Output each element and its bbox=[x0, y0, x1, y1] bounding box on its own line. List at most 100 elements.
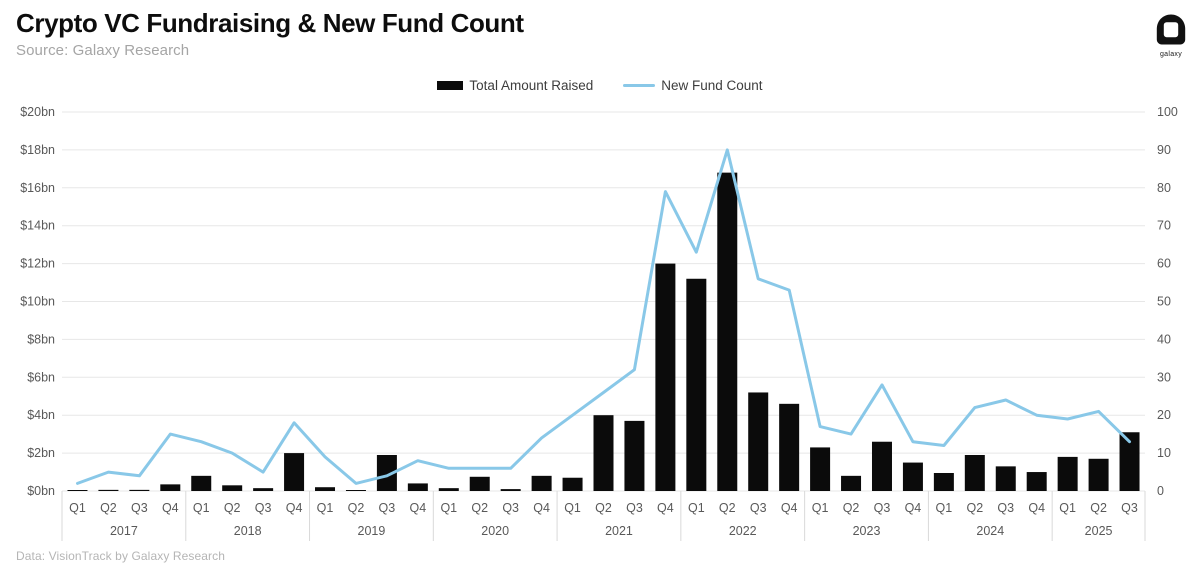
x-axis-year-label: 2025 bbox=[1085, 524, 1113, 538]
total-raised-bar bbox=[871, 441, 892, 491]
x-axis-quarter-label: Q1 bbox=[1059, 501, 1076, 515]
x-axis-year-label: 2018 bbox=[234, 524, 262, 538]
y-axis-label-right: 100 bbox=[1157, 105, 1178, 119]
y-axis-label-right: 80 bbox=[1157, 181, 1171, 195]
x-axis-quarter-label: Q4 bbox=[533, 501, 550, 515]
total-raised-bar bbox=[1057, 456, 1078, 491]
y-axis-label-right: 10 bbox=[1157, 446, 1171, 460]
y-axis-label-left: $0bn bbox=[27, 484, 55, 498]
total-raised-bar bbox=[315, 487, 336, 491]
x-axis-quarter-label: Q3 bbox=[255, 501, 272, 515]
x-axis-quarter-label: Q1 bbox=[193, 501, 210, 515]
y-axis-label-right: 30 bbox=[1157, 370, 1171, 384]
legend-item-total-raised: Total Amount Raised bbox=[437, 78, 593, 93]
chart-svg: $0bn 0 $2bn 10 $4bn 20 $6bn 30 $8bn 40 $10bn 50 $12b… bbox=[20, 105, 1178, 541]
y-axis-label-right: 20 bbox=[1157, 408, 1171, 422]
total-raised-bar bbox=[438, 488, 459, 491]
y-axis-label-left: $12bn bbox=[20, 257, 55, 271]
fund-count-line bbox=[76, 148, 1131, 485]
total-raised-bar bbox=[748, 392, 769, 491]
x-axis-quarter-label: Q4 bbox=[781, 501, 798, 515]
total-raised-bar bbox=[655, 263, 676, 491]
x-axis-year-label: 2024 bbox=[976, 524, 1004, 538]
x-axis-quarter-label: Q4 bbox=[286, 501, 303, 515]
total-raised-bar bbox=[469, 476, 490, 491]
total-raised-bar bbox=[624, 420, 645, 491]
total-raised-bar bbox=[933, 472, 954, 491]
y-axis-label-left: $6bn bbox=[27, 370, 55, 384]
y-axis-label-right: 60 bbox=[1157, 257, 1171, 271]
x-axis-year-label: 2021 bbox=[605, 524, 633, 538]
x-axis-quarter-label: Q4 bbox=[1028, 501, 1045, 515]
y-axis-label-left: $2bn bbox=[27, 446, 55, 460]
total-raised-bar bbox=[98, 489, 119, 491]
total-raised-bar bbox=[810, 447, 831, 491]
x-axis-quarter-label: Q2 bbox=[595, 501, 612, 515]
total-raised-bar bbox=[964, 454, 985, 491]
x-axis-quarter-label: Q1 bbox=[440, 501, 457, 515]
x-axis-year-label: 2019 bbox=[358, 524, 386, 538]
y-axis-label-right: 90 bbox=[1157, 143, 1171, 157]
x-axis-quarter-label: Q3 bbox=[750, 501, 767, 515]
total-raised-bar bbox=[686, 278, 707, 491]
x-axis-quarter-label: Q1 bbox=[812, 501, 829, 515]
total-raised-bar bbox=[531, 475, 552, 491]
x-axis-quarter-label: Q3 bbox=[379, 501, 396, 515]
chart-legend: Total Amount Raised New Fund Count bbox=[0, 78, 1200, 93]
x-axis-quarter-label: Q2 bbox=[1090, 501, 1107, 515]
x-axis-quarter-label: Q4 bbox=[657, 501, 674, 515]
total-raised-bar bbox=[593, 415, 614, 491]
x-axis-quarter-label: Q2 bbox=[100, 501, 117, 515]
x-axis-quarter-label: Q4 bbox=[409, 501, 426, 515]
x-axis-quarter-label: Q3 bbox=[502, 501, 519, 515]
y-axis-label-left: $14bn bbox=[20, 219, 55, 233]
total-raised-bar bbox=[284, 453, 305, 491]
y-axis-label-right: 0 bbox=[1157, 484, 1164, 498]
total-raised-bar bbox=[1026, 472, 1047, 491]
total-raised-bar bbox=[407, 483, 428, 491]
line-swatch-icon bbox=[623, 84, 656, 87]
y-axis-label-left: $4bn bbox=[27, 408, 55, 422]
x-axis-quarter-label: Q1 bbox=[317, 501, 334, 515]
total-raised-bar bbox=[1088, 458, 1109, 491]
x-axis-year-label: 2017 bbox=[110, 524, 138, 538]
total-raised-bar bbox=[995, 466, 1016, 491]
y-axis-label-left: $16bn bbox=[20, 181, 55, 195]
total-raised-bar bbox=[191, 475, 212, 491]
chart-header: Crypto VC Fundraising & New Fund Count S… bbox=[16, 8, 524, 59]
x-axis-year-label: 2020 bbox=[481, 524, 509, 538]
total-raised-bar bbox=[253, 488, 274, 491]
x-axis-quarter-label: Q3 bbox=[1121, 501, 1138, 515]
x-axis-quarter-label: Q2 bbox=[843, 501, 860, 515]
total-raised-bar bbox=[222, 485, 243, 491]
total-raised-bar bbox=[717, 172, 738, 491]
x-axis-quarter-label: Q2 bbox=[224, 501, 241, 515]
y-axis-label-left: $20bn bbox=[20, 105, 55, 119]
chart-plot-area: $0bn 0 $2bn 10 $4bn 20 $6bn 30 $8bn 40 $10bn 50 $12b… bbox=[0, 100, 1200, 560]
total-raised-bar bbox=[562, 477, 583, 491]
y-axis-label-right: 40 bbox=[1157, 332, 1171, 346]
y-axis-label-right: 70 bbox=[1157, 219, 1171, 233]
x-axis-quarter-label: Q4 bbox=[905, 501, 922, 515]
x-axis-quarter-label: Q3 bbox=[997, 501, 1014, 515]
x-axis-quarter-label: Q2 bbox=[348, 501, 365, 515]
x-axis-quarter-label: Q1 bbox=[936, 501, 953, 515]
y-axis-label-left: $18bn bbox=[20, 143, 55, 157]
x-axis-quarter-label: Q2 bbox=[471, 501, 488, 515]
page-title: Crypto VC Fundraising & New Fund Count bbox=[16, 8, 524, 38]
y-axis-label-left: $8bn bbox=[27, 332, 55, 346]
x-axis-year-label: 2022 bbox=[729, 524, 757, 538]
y-axis-label-right: 50 bbox=[1157, 295, 1171, 309]
x-axis-quarter-label: Q3 bbox=[874, 501, 891, 515]
x-axis-year-label: 2023 bbox=[853, 524, 881, 538]
x-axis-quarter-label: Q1 bbox=[564, 501, 581, 515]
total-raised-bar bbox=[376, 454, 397, 491]
x-axis-quarter-label: Q2 bbox=[719, 501, 736, 515]
x-axis-quarter-label: Q2 bbox=[966, 501, 983, 515]
galaxy-logo: galaxy bbox=[1154, 14, 1188, 58]
total-raised-bar bbox=[67, 490, 88, 491]
logo-wordmark: galaxy bbox=[1159, 51, 1183, 58]
x-axis-quarter-label: Q3 bbox=[626, 501, 643, 515]
bar-swatch-icon bbox=[437, 81, 464, 90]
